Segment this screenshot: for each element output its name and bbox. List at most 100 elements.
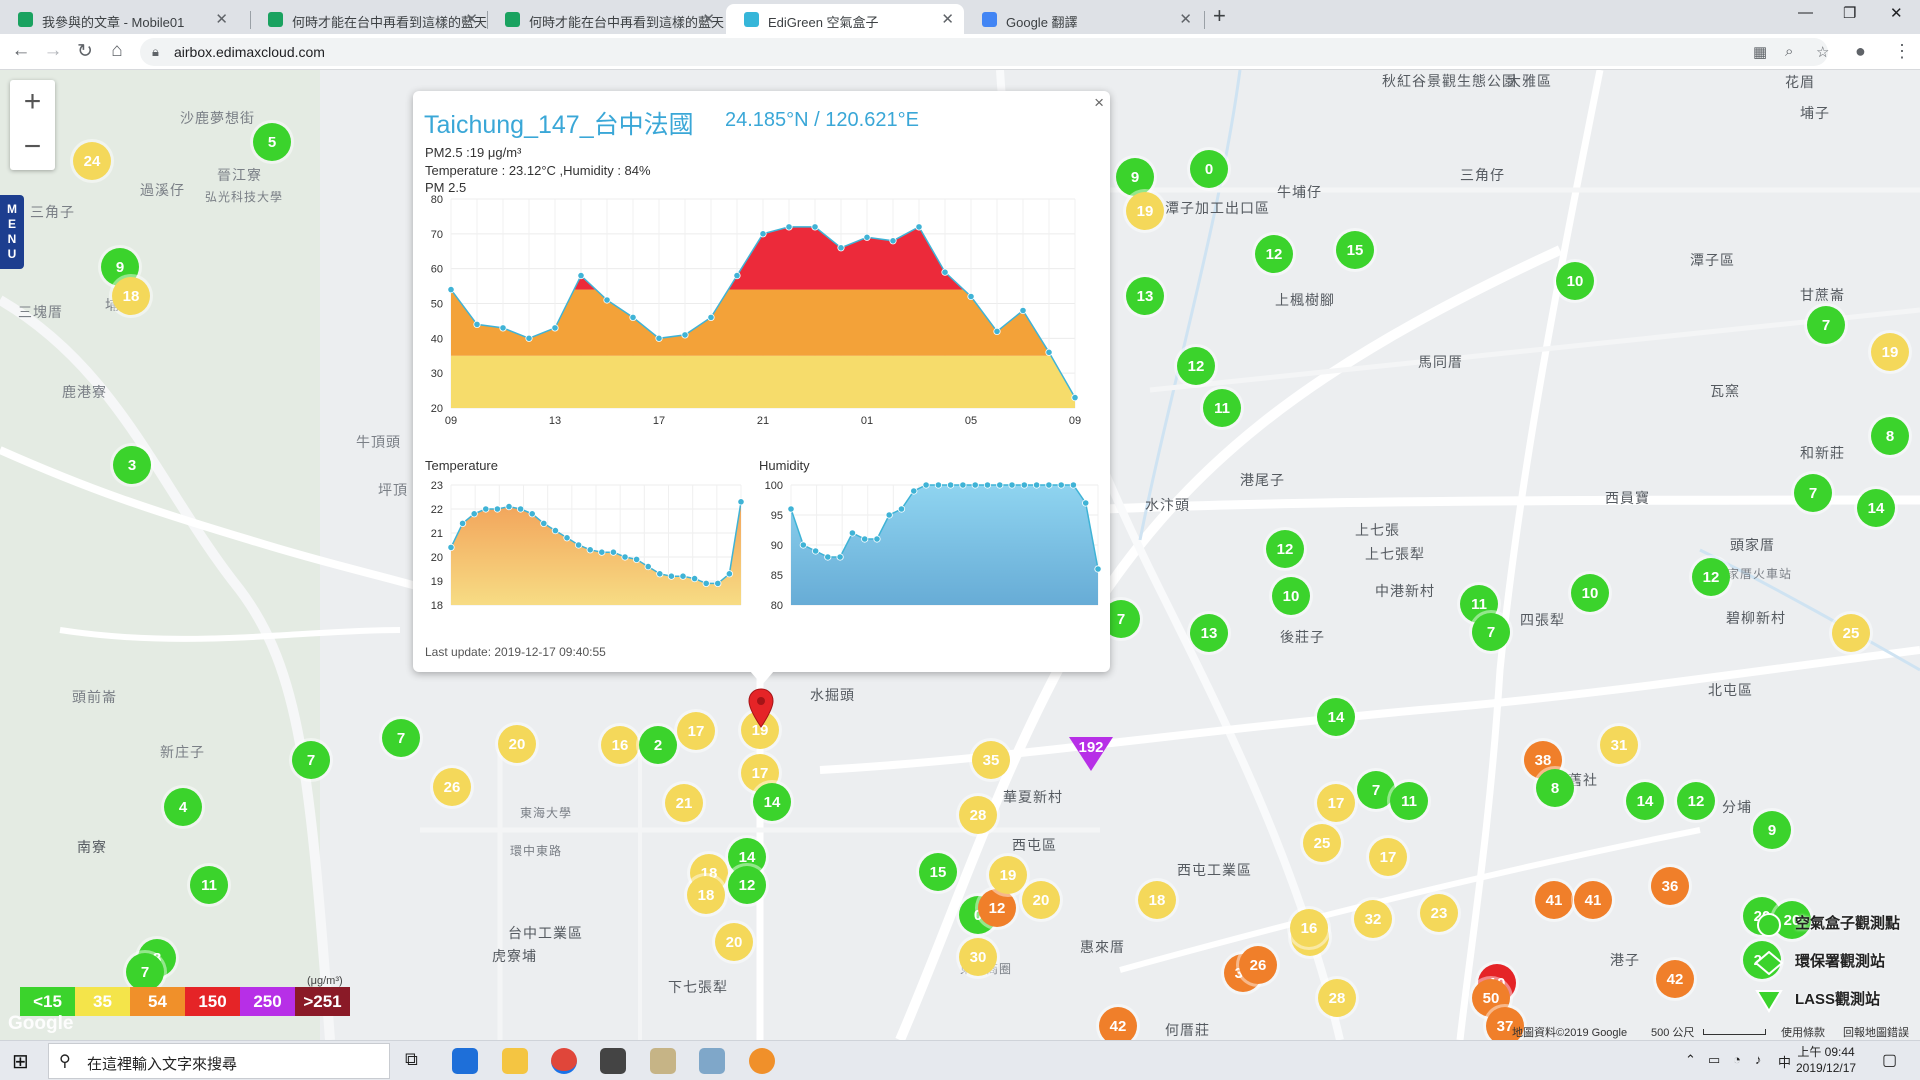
task-view-icon[interactable]: ⧉ (405, 1049, 418, 1069)
app-icon[interactable] (650, 1048, 676, 1074)
airbox-marker[interactable]: 4 (164, 788, 202, 826)
airbox-marker[interactable]: 18 (112, 277, 150, 315)
airbox-marker[interactable]: 9 (1753, 811, 1791, 849)
airbox-marker[interactable]: 5 (253, 123, 291, 161)
airbox-marker[interactable]: 18 (687, 876, 725, 914)
app-icon[interactable] (749, 1048, 775, 1074)
airbox-marker[interactable]: 18 (1138, 881, 1176, 919)
airbox-marker[interactable]: 15 (1336, 231, 1374, 269)
airbox-marker[interactable]: 7 (1357, 771, 1395, 809)
airbox-marker[interactable]: 12 (1692, 558, 1730, 596)
airbox-marker[interactable]: 25 (1832, 614, 1870, 652)
airbox-marker[interactable]: 19 (1126, 192, 1164, 230)
translate-icon[interactable]: ▦ (1753, 44, 1768, 61)
airbox-marker[interactable]: 10 (1272, 577, 1310, 615)
airbox-marker[interactable]: 20 (498, 725, 536, 763)
close-tab-icon[interactable]: ✕ (215, 11, 228, 28)
report-error-link[interactable]: 回報地圖錯誤 (1843, 1027, 1909, 1039)
airbox-marker[interactable]: 7 (1807, 306, 1845, 344)
airbox-marker[interactable]: 19 (989, 856, 1027, 894)
airbox-marker[interactable]: 20 (715, 923, 753, 961)
tab-bluesky-1[interactable]: 何時才能在台中再看到這樣的藍天 ✕ (250, 4, 488, 34)
airbox-marker[interactable]: 3 (113, 446, 151, 484)
airbox-marker[interactable]: 16 (601, 726, 639, 764)
airbox-marker[interactable]: 7 (292, 741, 330, 779)
zoom-icon[interactable]: ⌕ (1785, 43, 1794, 60)
lock-icon[interactable]: 🔒︎ (152, 44, 159, 59)
menu-toggle-button[interactable]: M E N U (0, 195, 24, 269)
more-menu-icon[interactable]: ⋮ (1893, 41, 1911, 61)
airbox-marker[interactable]: 35 (972, 741, 1010, 779)
edge-app-icon[interactable] (452, 1048, 478, 1074)
app-icon[interactable] (699, 1048, 725, 1074)
chrome-app-icon[interactable] (551, 1048, 577, 1074)
airbox-marker[interactable]: 13 (1190, 614, 1228, 652)
airbox-marker[interactable]: 0 (1190, 150, 1228, 188)
reload-icon[interactable]: ↻ (77, 41, 93, 62)
minimize-button[interactable]: — (1798, 4, 1813, 21)
app-icon[interactable] (600, 1048, 626, 1074)
map-pin-icon[interactable] (748, 688, 774, 728)
airbox-marker[interactable]: 31 (1600, 726, 1638, 764)
windows-start-icon[interactable]: ⊞ (12, 1051, 29, 1073)
airbox-marker[interactable]: 7 (126, 953, 164, 991)
airbox-marker[interactable]: 17 (677, 712, 715, 750)
airbox-marker[interactable]: 12 (1177, 347, 1215, 385)
terms-link[interactable]: 使用條款 (1781, 1027, 1825, 1039)
tab-google-translate[interactable]: Google 翻譯 ✕ (964, 4, 1202, 34)
airbox-marker[interactable]: 41 (1535, 881, 1573, 919)
airbox-marker[interactable]: 12 (1255, 235, 1293, 273)
airbox-marker[interactable]: 17 (1369, 838, 1407, 876)
clock[interactable]: 上午 09:44 2019/12/17 (1796, 1044, 1856, 1076)
epa-station-marker[interactable] (1069, 737, 1113, 771)
airbox-marker[interactable]: 26 (433, 768, 471, 806)
airbox-marker[interactable]: 12 (728, 866, 766, 904)
close-tab-icon[interactable]: ✕ (941, 11, 954, 28)
restore-button[interactable]: ❐ (1843, 5, 1857, 22)
airbox-marker[interactable]: 32 (1354, 900, 1392, 938)
airbox-marker[interactable]: 15 (919, 853, 957, 891)
airbox-marker[interactable]: 30 (959, 938, 997, 976)
airbox-marker[interactable]: 17 (1317, 784, 1355, 822)
airbox-marker[interactable]: 10 (1571, 574, 1609, 612)
home-icon[interactable]: ⌂ (111, 40, 123, 61)
airbox-marker[interactable]: 23 (1420, 894, 1458, 932)
taskbar-search-placeholder[interactable]: 在這裡輸入文字來搜尋 (87, 1056, 238, 1073)
airbox-marker[interactable]: 8 (1536, 769, 1574, 807)
new-tab-button[interactable]: + (1213, 3, 1226, 28)
airbox-marker[interactable]: 12 (1677, 782, 1715, 820)
airbox-marker[interactable]: 21 (665, 784, 703, 822)
close-window-button[interactable]: ✕ (1890, 5, 1903, 22)
airbox-marker[interactable]: 42 (1656, 960, 1694, 998)
airbox-marker[interactable]: 10 (1556, 262, 1594, 300)
airbox-marker[interactable]: 14 (1857, 489, 1895, 527)
network-icon[interactable]: ◔ (1733, 1052, 1741, 1067)
airbox-marker[interactable]: 25 (1303, 824, 1341, 862)
airbox-marker[interactable]: 36 (1651, 867, 1689, 905)
back-arrow-icon[interactable]: ← (11, 40, 31, 61)
address-bar[interactable]: 🔒︎ airbox.edimaxcloud.com (140, 38, 1828, 66)
airbox-marker[interactable]: 16 (1290, 909, 1328, 947)
airbox-marker[interactable]: 26 (1239, 946, 1277, 984)
url-text[interactable]: airbox.edimaxcloud.com (174, 44, 325, 60)
bookmark-star-icon[interactable]: ☆ (1816, 44, 1830, 61)
airbox-marker[interactable]: 37 (1486, 1007, 1524, 1040)
tab-edigreen[interactable]: EdiGreen 空氣盒子 ✕ (726, 4, 964, 34)
airbox-marker[interactable]: 28 (1318, 979, 1356, 1017)
airbox-marker[interactable]: 19 (741, 711, 779, 749)
ime-indicator[interactable]: 中 (1778, 1055, 1792, 1070)
airbox-marker[interactable]: 11 (1203, 389, 1241, 427)
airbox-marker[interactable]: 2 (639, 726, 677, 764)
airbox-marker[interactable]: 12 (1266, 530, 1304, 568)
airbox-marker[interactable]: 14 (1317, 698, 1355, 736)
close-tab-icon[interactable]: ✕ (1179, 11, 1192, 28)
airbox-marker[interactable]: 12 (978, 889, 1016, 927)
map-scale[interactable]: 500 公尺 (1651, 1027, 1695, 1039)
airbox-marker[interactable]: 42 (1099, 1007, 1137, 1040)
close-tab-icon[interactable]: ✕ (465, 11, 478, 28)
airbox-marker[interactable]: 24 (73, 142, 111, 180)
zoom-in-button[interactable]: + (23, 85, 42, 118)
airbox-marker[interactable]: 20 (1022, 881, 1060, 919)
tab-bluesky-2[interactable]: 何時才能在台中再看到這樣的藍天 ✕ (487, 4, 725, 34)
notification-icon[interactable]: ▢ (1882, 1052, 1898, 1069)
